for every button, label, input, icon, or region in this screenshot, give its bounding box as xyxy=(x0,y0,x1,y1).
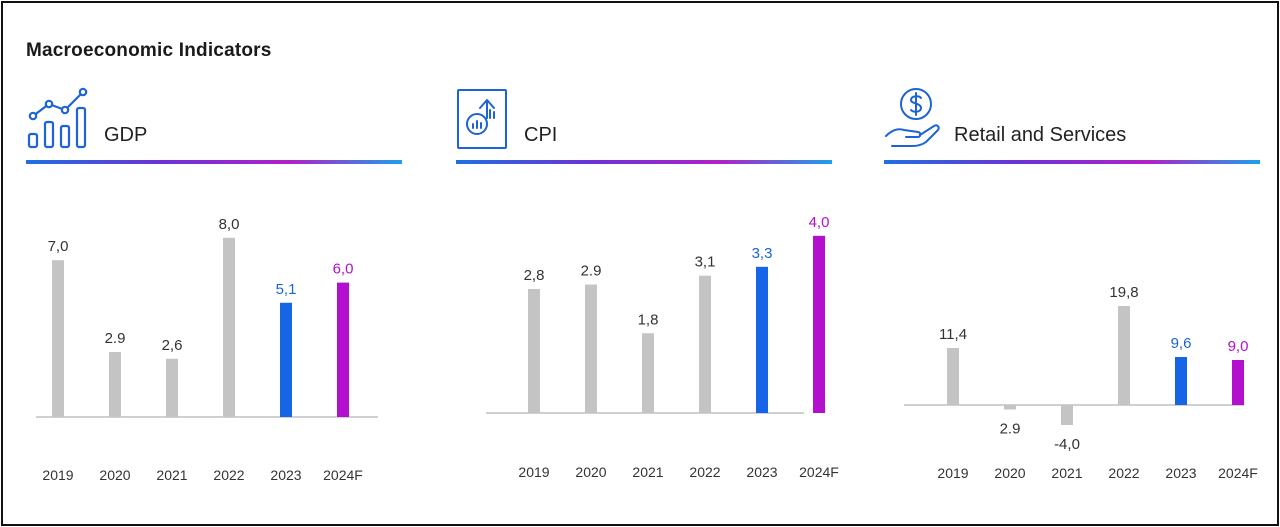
retail-tick-label-2023: 2023 xyxy=(1165,465,1196,481)
gdp-data-label-2024F: 6,0 xyxy=(333,261,354,278)
retail-tick-label-2019: 2019 xyxy=(937,465,968,481)
cpi-bar-2022 xyxy=(699,275,711,413)
cpi-bar-chart: 2,8 2019 2.9 2020 1,8 2021 3,1 2022 3,3 2023 4,0 20… xyxy=(486,214,839,480)
gdp-bar-2021 xyxy=(166,358,178,417)
cpi-panel-header: CPI xyxy=(456,84,832,166)
gdp-bar-2020 xyxy=(109,352,121,417)
cpi-data-label-2023: 3,3 xyxy=(752,245,773,262)
retail-services-panel-title: Retail and Services xyxy=(954,124,1127,146)
gdp-tick-label-2021: 2021 xyxy=(156,467,187,483)
retail-services-bar-chart: 11,4 2019 2.9 2020 -4,0 2021 19,8 2022 9,6 2023 9,… xyxy=(904,284,1258,481)
gdp-bar-2024F xyxy=(337,282,349,417)
gdp-tick-label-2022: 2022 xyxy=(213,467,244,483)
page-title: Macroeconomic Indicators xyxy=(26,40,272,61)
retail-data-label-2022: 19,8 xyxy=(1109,284,1138,301)
gdp-data-label-2023: 5,1 xyxy=(276,281,297,298)
cpi-bar-2021 xyxy=(642,333,654,413)
gdp-header-divider xyxy=(26,160,402,164)
retail-bar-2021 xyxy=(1061,405,1073,425)
cpi-bar-2019 xyxy=(528,288,540,413)
gdp-panel-title: GDP xyxy=(104,124,148,146)
bar-chart-growth-icon xyxy=(26,86,90,155)
gdp-panel: GDP 7,0 2019 2.9 2020 2,6 2021 8,0 2022 5,1 2023 6… xyxy=(26,0,402,527)
retail-bar-2024F xyxy=(1232,360,1244,405)
gdp-tick-label-2020: 2020 xyxy=(99,467,130,483)
retail-bar-2023 xyxy=(1175,357,1187,405)
cpi-panel-title: CPI xyxy=(524,124,558,146)
gdp-tick-label-2024F: 2024F xyxy=(323,467,363,483)
cpi-tick-label-2024F: 2024F xyxy=(799,464,839,480)
gdp-bar-2022 xyxy=(223,237,235,417)
retail-services-panel-header: Retail and Services xyxy=(884,84,1260,166)
cpi-tick-label-2020: 2020 xyxy=(575,464,606,480)
retail-bar-2020 xyxy=(1004,405,1016,410)
retail-data-label-2021: -4,0 xyxy=(1054,436,1080,453)
cpi-data-label-2024F: 4,0 xyxy=(809,214,830,231)
cpi-data-label-2020: 2.9 xyxy=(581,263,602,280)
gdp-bar-2019 xyxy=(52,260,64,417)
hand-dollar-coin-icon xyxy=(884,86,944,155)
gdp-data-label-2019: 7,0 xyxy=(48,238,69,255)
retail-tick-label-2021: 2021 xyxy=(1051,465,1082,481)
retail-tick-label-2020: 2020 xyxy=(994,465,1025,481)
cpi-data-label-2019: 2,8 xyxy=(524,267,545,284)
cpi-bar-2023 xyxy=(756,266,768,413)
retail-tick-label-2022: 2022 xyxy=(1108,465,1139,481)
cpi-tick-label-2023: 2023 xyxy=(746,464,777,480)
cpi-data-label-2021: 1,8 xyxy=(638,311,659,328)
gdp-bar-2023 xyxy=(280,302,292,417)
document-growth-icon xyxy=(456,88,508,155)
retail-data-label-2019: 11,4 xyxy=(939,326,967,343)
gdp-panel-header: GDP xyxy=(26,84,402,166)
gdp-tick-label-2023: 2023 xyxy=(270,467,301,483)
retail-services-panel: Retail and Services 11,4 2019 2.9 2020 -4,0 2… xyxy=(884,0,1260,527)
retail-tick-label-2024F: 2024F xyxy=(1218,465,1258,481)
retail-bar-2019 xyxy=(947,348,959,405)
gdp-data-label-2020: 2.9 xyxy=(105,330,126,347)
cpi-bar-2020 xyxy=(585,284,597,413)
retail-data-label-2023: 9,6 xyxy=(1171,335,1192,352)
retail-data-label-2020: 2.9 xyxy=(1000,421,1021,438)
cpi-data-label-2022: 3,1 xyxy=(695,254,716,271)
retail-data-label-2024F: 9,0 xyxy=(1228,338,1249,355)
gdp-tick-label-2019: 2019 xyxy=(42,467,73,483)
gdp-bar-chart: 7,0 2019 2.9 2020 2,6 2021 8,0 2022 5,1 2023 6,0 20… xyxy=(36,216,378,483)
cpi-tick-label-2022: 2022 xyxy=(689,464,720,480)
cpi-tick-label-2021: 2021 xyxy=(632,464,663,480)
retail-bar-2022 xyxy=(1118,306,1130,405)
cpi-panel: CPI 2,8 2019 2.9 2020 1,8 2021 3,1 2022 3,3 2023 4… xyxy=(456,0,839,527)
retail-services-header-divider xyxy=(884,160,1260,164)
cpi-header-divider xyxy=(456,160,832,164)
gdp-data-label-2021: 2,6 xyxy=(162,337,183,354)
cpi-tick-label-2019: 2019 xyxy=(518,464,549,480)
gdp-data-label-2022: 8,0 xyxy=(219,216,240,233)
cpi-bar-2024F xyxy=(813,235,825,413)
